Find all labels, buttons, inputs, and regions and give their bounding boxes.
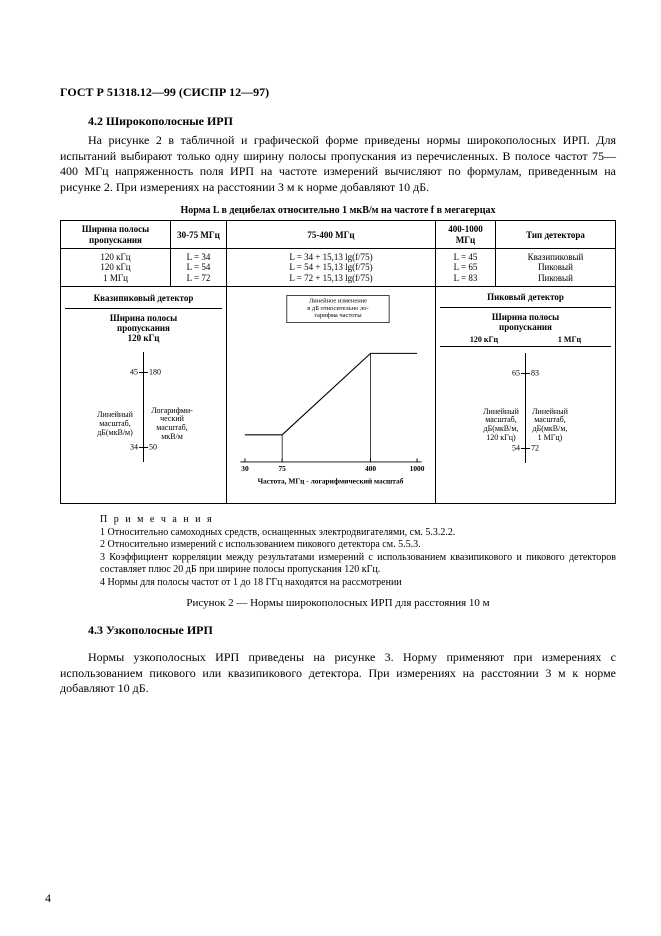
left-block-title: Квазипиковый детектор (65, 293, 222, 308)
col-4001000: 400-1000 МГц (436, 221, 496, 249)
right-block-title: Пиковый детектор (440, 292, 611, 307)
xaxis-label: Частота, МГц - логарифмический масштаб (258, 477, 404, 486)
note-l3: гарифма частоты (314, 312, 362, 319)
figure-2: Норма L в децибелах относительно 1 мкВ/м… (60, 205, 616, 504)
bw-1m: 1 МГц (65, 273, 166, 283)
tick-65: 65 (512, 368, 520, 377)
section-4-2-title: 4.2 Широкополосные ИРП (60, 114, 616, 129)
det-pk2: Пиковый (500, 273, 611, 283)
xt-30: 30 (241, 464, 249, 473)
tick-34: 34 (130, 442, 138, 451)
f3: L = 72 + 15,13 lg(f/75) (231, 273, 431, 283)
tick-54: 54 (512, 443, 520, 452)
note-l1: Линейное изменение (309, 298, 367, 305)
notes-hdr: П р и м е ч а н и я (100, 514, 616, 527)
l83: L = 83 (440, 273, 491, 283)
section-4-3-title: 4.3 Узкополосные ИРП (60, 623, 616, 638)
graph-svg: Линейное изменение в дБ относительно ло-… (231, 290, 431, 500)
cell-det: Квазипиковый Пиковый Пиковый (496, 249, 616, 287)
left-vline-1: 45 34 180 50 (143, 352, 144, 462)
col-75400: 75-400 МГц (227, 221, 436, 249)
note-2: 2 Относительно измерений с использование… (100, 539, 616, 552)
col-3075: 30-75 МГц (171, 221, 227, 249)
det-qp: Квазипиковый (500, 252, 611, 262)
notes-block: П р и м е ч а н и я 1 Относительно самох… (100, 514, 616, 589)
note-1: 1 Относительно самоходных средств, оснащ… (100, 527, 616, 540)
doc-header: ГОСТ Р 51318.12—99 (СИСПР 12—97) (60, 85, 616, 100)
norm-table: Ширина полосы пропускания 30-75 МГц 75-4… (60, 220, 616, 504)
xt-1000: 1000 (410, 464, 425, 473)
left-axis-left-lbl: Линейный масштаб, дБ(мкВ/м) (97, 411, 133, 437)
right-sub: Ширина полосы пропускания (440, 312, 611, 333)
f2: L = 54 + 15,13 lg(f/75) (231, 262, 431, 272)
section-4-3-para: Нормы узкополосных ИРП приведены на рису… (60, 650, 616, 697)
r-col-120k: 120 кГц (470, 335, 498, 344)
col-det: Тип детектора (496, 221, 616, 249)
f1: L = 34 + 15,13 lg(f/75) (231, 252, 431, 262)
graph-cell: Линейное изменение в дБ относительно ло-… (227, 287, 436, 504)
note-l2: в дБ относительно ло- (307, 305, 369, 312)
left-axis-right-lbl: Логарифми- ческий масштаб, мкВ/м (151, 407, 193, 442)
col-bw: Ширина полосы пропускания (61, 221, 171, 249)
note-3: 3 Коэффициент корреляции между результат… (100, 552, 616, 577)
note-4: 4 Нормы для полосы частот от 1 до 18 ГГц… (100, 577, 616, 590)
left-sub: Ширина полосы пропускания 120 кГц (65, 313, 222, 344)
cell-4001000: L = 45 L = 65 L = 83 (436, 249, 496, 287)
l34: L = 34 (175, 252, 222, 262)
page-number: 4 (45, 891, 51, 906)
figure-caption: Рисунок 2 — Нормы широкополосных ИРП для… (60, 597, 616, 609)
left-scale-block: Квазипиковый детектор Ширина полосы проп… (61, 287, 227, 504)
cell-75400: L = 34 + 15,13 lg(f/75) L = 54 + 15,13 l… (227, 249, 436, 287)
right-axis-right-lbl: Линейный масштаб, дБ(мкВ/м, 1 МГц) (532, 408, 568, 443)
figure-title: Норма L в децибелах относительно 1 мкВ/м… (60, 205, 616, 216)
section-4-2-para: На рисунке 2 в табличной и графической ф… (60, 133, 616, 195)
l45: L = 45 (440, 252, 491, 262)
tick-45: 45 (130, 367, 138, 376)
l65: L = 65 (440, 262, 491, 272)
right-axis-left-lbl: Линейный масштаб, дБ(мкВ/м, 120 кГц) (483, 408, 519, 443)
xt-400: 400 (365, 464, 376, 473)
bw-120k-2: 120 кГц (65, 262, 166, 272)
right-vline-1: 65 54 83 72 (525, 353, 526, 463)
right-scale-block: Пиковый детектор Ширина полосы пропускан… (436, 287, 616, 504)
l54: L = 54 (175, 262, 222, 272)
xt-75: 75 (278, 464, 286, 473)
l72: L = 72 (175, 273, 222, 283)
cell-3075: L = 34 L = 54 L = 72 (171, 249, 227, 287)
r-col-1m: 1 МГц (558, 335, 581, 344)
bw-120k-1: 120 кГц (65, 252, 166, 262)
det-pk1: Пиковый (500, 262, 611, 272)
cell-bw: 120 кГц 120 кГц 1 МГц (61, 249, 171, 287)
